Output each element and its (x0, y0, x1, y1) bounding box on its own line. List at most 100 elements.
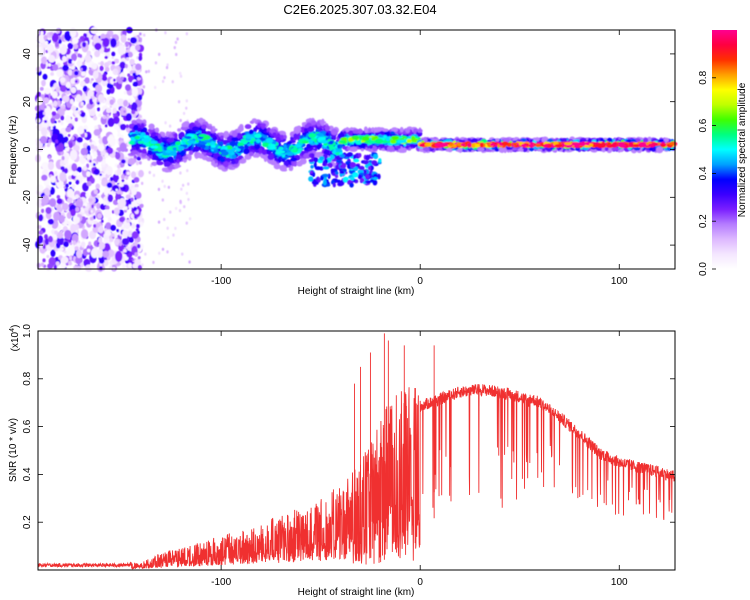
colorbar-tick-label: 0.8 (698, 70, 709, 84)
spectrogram-cell (141, 263, 144, 267)
spectrogram-cell (75, 255, 83, 265)
spectrogram-cell (173, 164, 182, 168)
spectrogram-cell (93, 150, 98, 157)
spectrogram-cell (47, 263, 54, 270)
spectrogram-cell (74, 246, 79, 251)
snr-multiplier-base: (x10 (10, 331, 21, 351)
spectrogram-cell (251, 137, 256, 142)
spectrogram-cell (329, 145, 334, 151)
spectrogram-cell (360, 148, 365, 152)
spectrogram-cell (53, 264, 58, 270)
spectrogram-cell (638, 142, 647, 147)
spectrogram-cell (158, 251, 161, 255)
spectrogram-cell (98, 237, 103, 244)
spectrogram-cell (123, 206, 128, 211)
colorbar-ticks: 0.00.20.40.60.8 (698, 70, 716, 276)
spectrogram-cell (86, 154, 91, 160)
spectrogram-cell (288, 167, 293, 172)
spectrogram-cell (358, 128, 363, 135)
spectrogram-cell (50, 117, 56, 124)
spectrogram-cell (113, 116, 120, 125)
spectrogram-cell (84, 54, 92, 63)
spectrogram-cell (349, 182, 354, 188)
spectrogram-cell (131, 87, 139, 97)
spectrogram-cell (470, 143, 476, 149)
spectrogram-cell (211, 160, 215, 166)
spectrogram-cell (45, 207, 52, 215)
spectrogram-cell (93, 220, 98, 225)
spectrogram-cell (80, 111, 86, 118)
spectrogram-cell (521, 143, 527, 148)
spectrogram-cell (41, 208, 45, 214)
spectrogram-cell (100, 60, 104, 67)
spectrogram-cell (149, 123, 155, 130)
spectrogram-cell (127, 230, 133, 236)
spectrogram-cell (104, 205, 110, 211)
spectrogram-cell (118, 197, 127, 209)
spectrogram-cell (118, 30, 121, 34)
spectrogram-cell (306, 126, 315, 133)
spectrogram-x-tick-label: 100 (611, 276, 628, 287)
spectrogram-cell (467, 142, 472, 148)
spectrogram-cell (115, 188, 118, 192)
spectrogram-cell (471, 138, 478, 144)
spectrogram-cell (112, 107, 117, 114)
spectrogram-cell (56, 28, 61, 34)
spectrogram-cell (89, 230, 97, 240)
spectrogram-cell (604, 146, 609, 152)
spectrogram-cell (71, 60, 75, 64)
spectrogram-cell (69, 256, 73, 261)
spectrogram-cell (209, 141, 216, 146)
spectrogram-cell (205, 157, 214, 162)
spectrogram-cell (422, 147, 430, 152)
spectrogram-cell (110, 224, 117, 231)
spectrogram-cell (42, 73, 48, 80)
spectrogram-cell (71, 53, 77, 62)
spectrogram-cell (308, 159, 314, 163)
spectrogram-cell (150, 145, 159, 149)
spectrogram-cell (73, 223, 80, 231)
spectrogram-cell (262, 142, 270, 148)
spectrogram-cell (137, 94, 143, 101)
spectrogram-cell (194, 120, 199, 125)
spectrogram-cell (372, 145, 378, 152)
spectrogram-cell (130, 171, 137, 179)
spectrogram-cell (327, 162, 333, 168)
spectrogram-cell (139, 84, 143, 89)
spectrogram-cell (68, 181, 72, 185)
spectrogram-cell (121, 223, 125, 228)
spectrogram-cell (92, 115, 98, 121)
spectrogram-cell (117, 98, 125, 106)
spectrogram-cell (51, 86, 55, 92)
spectrogram-cell (372, 177, 378, 181)
spectrogram-cell (40, 127, 48, 136)
spectrogram-cell (134, 191, 142, 200)
spectrogram-cell (95, 222, 101, 228)
spectrogram-cell (122, 230, 129, 238)
spectrogram-cell (84, 132, 88, 138)
spectrogram-cell (352, 130, 358, 134)
spectrogram-cell (86, 99, 90, 104)
spectrogram-cell (43, 115, 49, 121)
spectrogram-cell (119, 142, 127, 153)
spectrogram-cell (123, 99, 129, 107)
spectrogram-cell (145, 70, 148, 74)
spectrogram-cell (80, 80, 87, 88)
spectrogram-cell (103, 200, 107, 206)
spectrogram-cell (505, 147, 513, 150)
spectrogram-cell (72, 240, 77, 246)
spectrogram-cell (38, 197, 41, 201)
spectrogram-cell (131, 187, 137, 196)
spectrogram-cell (86, 181, 92, 187)
spectrogram-cell (118, 122, 121, 127)
spectrogram-cell (112, 236, 115, 240)
spectrogram-cell (85, 217, 89, 220)
spectrogram-cell (166, 137, 175, 143)
spectrogram-cell (283, 144, 287, 150)
spectrogram-cell (221, 145, 226, 151)
spectrogram-cell (98, 258, 105, 264)
spectrogram-cell (299, 158, 307, 165)
spectrogram-cell (102, 37, 110, 48)
spectrogram-cell (378, 158, 382, 163)
spectrogram-cell (339, 180, 344, 186)
